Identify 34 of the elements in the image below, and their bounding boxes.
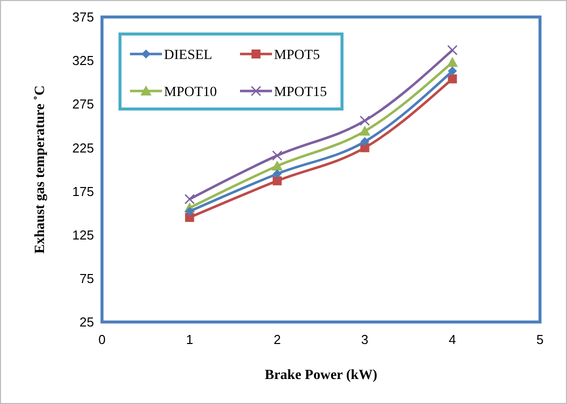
y-axis-title: Exhaust gas temperature ˚C — [33, 85, 48, 254]
point — [272, 150, 282, 161]
point — [447, 44, 458, 56]
x-axis-title: Brake Power (kW) — [264, 368, 378, 383]
legend-label: DIESEL — [164, 48, 212, 63]
y-tick-label: 125 — [72, 227, 94, 242]
point — [446, 56, 458, 67]
legend-label: MPOT15 — [274, 84, 327, 100]
point — [360, 137, 370, 146]
y-tick-label: 175 — [72, 184, 94, 199]
x-tick-label: 0 — [98, 332, 106, 347]
x-tick-label: 5 — [536, 332, 544, 347]
legend-label: MPOT10 — [164, 84, 217, 100]
point — [272, 160, 283, 171]
point — [448, 74, 457, 84]
y-tick-label: 25 — [80, 314, 94, 330]
point — [360, 116, 370, 126]
y-tick-label: 275 — [72, 96, 94, 112]
point — [272, 176, 282, 186]
x-tick-label: 3 — [361, 332, 368, 347]
y-tick-label: 325 — [72, 53, 94, 68]
point — [185, 206, 194, 216]
x-tick-label: 2 — [274, 332, 281, 347]
y-tick-label: 75 — [80, 270, 94, 286]
x-tick-label: 4 — [448, 332, 456, 347]
y-tick-label: 375 — [72, 10, 94, 25]
point — [184, 194, 195, 204]
point — [448, 66, 457, 76]
point — [272, 169, 282, 178]
legend-label: MPOT5 — [274, 48, 320, 63]
x-tick-label: 1 — [186, 332, 194, 347]
point — [359, 126, 370, 136]
point — [185, 212, 194, 222]
y-tick-label: 225 — [72, 140, 94, 156]
